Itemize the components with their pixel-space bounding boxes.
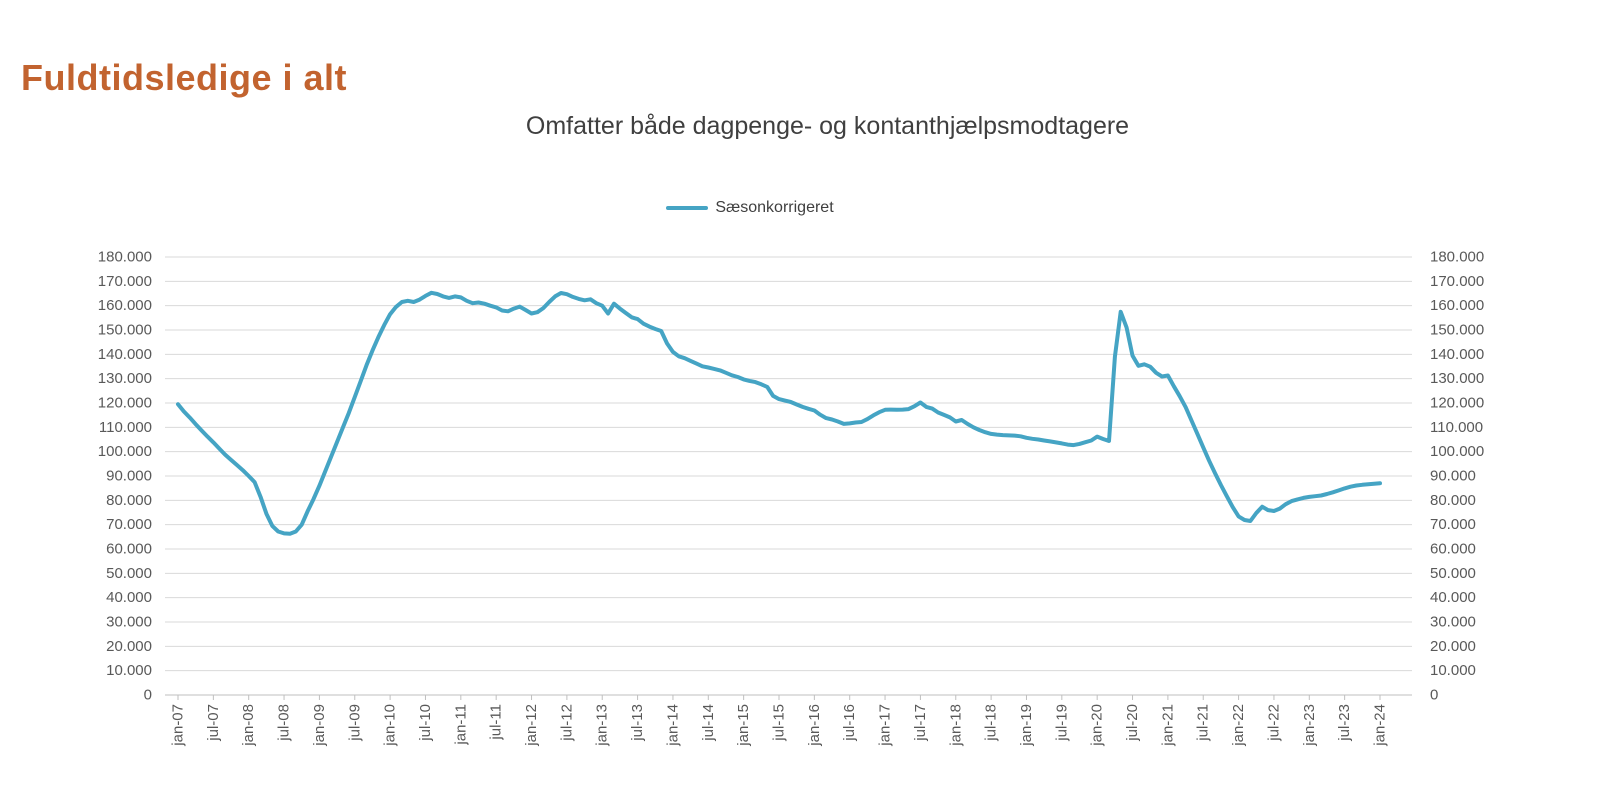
x-axis-label: jan-20 (1089, 704, 1106, 747)
series-line-saesonkorrigeret[interactable] (176, 290, 1382, 536)
y-axis-label-left: 60.000 (106, 541, 152, 558)
y-axis-label-right: 0 (1430, 687, 1438, 704)
y-axis-label-right: 90.000 (1430, 468, 1476, 485)
chart-subtitle: Omfatter både dagpenge- og kontanthjælps… (525, 112, 1130, 140)
y-axis-label-left: 10.000 (106, 662, 152, 679)
y-axis-label-left: 180.000 (98, 249, 152, 266)
y-axis-label-left: 90.000 (106, 468, 152, 485)
y-axis-label-left: 170.000 (98, 273, 152, 290)
x-axis-label: jul-22 (1265, 704, 1282, 742)
y-axis-label-left: 70.000 (106, 516, 152, 533)
x-axis-label: jan-22 (1230, 704, 1247, 747)
y-axis-label-left: 150.000 (98, 322, 152, 339)
chart-legend[interactable]: Sæsonkorrigeret (165, 199, 1335, 217)
x-axis-label: jul-23 (1336, 704, 1353, 742)
x-axis-label: jul-10 (417, 704, 434, 742)
x-axis-label: jul-16 (841, 704, 858, 742)
y-axis-label-left: 20.000 (106, 638, 152, 655)
x-axis-label: jul-13 (629, 704, 646, 742)
y-axis-label-right: 100.000 (1430, 443, 1484, 460)
x-axis-label: jan-08 (240, 704, 257, 747)
x-axis-label: jan-16 (806, 704, 823, 747)
y-axis-label-right: 180.000 (1430, 249, 1484, 266)
y-axis-label-left: 140.000 (98, 346, 152, 363)
x-axis-label: jul-15 (771, 704, 788, 742)
y-axis-label-right: 80.000 (1430, 492, 1476, 509)
y-axis-label-right: 160.000 (1430, 297, 1484, 314)
x-axis-label: jan-21 (1159, 704, 1176, 747)
x-axis-label: jan-17 (877, 704, 894, 747)
y-axis-label-right: 110.000 (1430, 419, 1483, 436)
y-axis-label-left: 120.000 (98, 395, 152, 412)
x-axis-label: jul-17 (912, 704, 929, 742)
x-axis-label: jan-09 (311, 704, 328, 747)
y-axis-label-left: 100.000 (98, 443, 152, 460)
x-axis-label: jul-12 (558, 704, 575, 742)
y-axis-label-right: 70.000 (1430, 516, 1476, 533)
x-axis-label: jan-13 (594, 704, 611, 747)
legend-label: Sæsonkorrigeret (715, 199, 834, 216)
y-axis-label-left: 0 (144, 687, 152, 704)
y-axis-label-right: 40.000 (1430, 589, 1476, 606)
x-axis-label: jan-18 (947, 704, 964, 747)
x-axis-label: jul-20 (1124, 704, 1141, 742)
y-axis-label-right: 10.000 (1430, 662, 1476, 679)
y-axis-label-right: 140.000 (1430, 346, 1484, 363)
page-title: Fuldtidsledige i alt (21, 57, 348, 99)
y-axis-label-left: 50.000 (106, 565, 152, 582)
x-axis-label: jul-19 (1053, 704, 1070, 742)
x-axis-label: jul-18 (983, 704, 1000, 742)
y-axis-label-right: 170.000 (1430, 273, 1484, 290)
x-axis-label: jul-09 (346, 704, 363, 742)
x-axis-label: jan-15 (735, 704, 752, 747)
y-axis-label-right: 30.000 (1430, 614, 1476, 631)
x-axis-label: jan-07 (170, 704, 187, 747)
x-axis-label: jan-14 (664, 704, 681, 747)
x-axis-label: jan-24 (1372, 704, 1389, 747)
y-axis-label-left: 40.000 (106, 589, 152, 606)
x-axis-label: jul-11 (488, 704, 505, 741)
y-axis-label-left: 110.000 (99, 419, 152, 436)
x-axis-label: jan-11 (452, 704, 469, 746)
y-axis-label-left: 160.000 (98, 297, 152, 314)
y-axis-label-right: 150.000 (1430, 322, 1484, 339)
y-axis-label-right: 50.000 (1430, 565, 1476, 582)
x-axis-label: jan-23 (1301, 704, 1318, 747)
x-axis-label: jul-21 (1195, 704, 1212, 742)
x-axis-label: jan-10 (382, 704, 399, 747)
y-axis-label-left: 130.000 (98, 370, 152, 387)
y-axis-label-left: 30.000 (106, 614, 152, 631)
legend-line-swatch (666, 206, 709, 210)
y-axis-label-right: 20.000 (1430, 638, 1476, 655)
y-axis-label-right: 130.000 (1430, 370, 1484, 387)
y-axis-label-left: 80.000 (106, 492, 152, 509)
y-axis-label-right: 120.000 (1430, 395, 1484, 412)
x-axis-label: jul-08 (276, 704, 293, 742)
x-axis-label: jan-12 (523, 704, 540, 747)
x-axis-label: jan-19 (1018, 704, 1035, 747)
y-axis-label-right: 60.000 (1430, 541, 1476, 558)
x-axis-label: jul-14 (700, 704, 717, 742)
x-axis-label: jul-07 (205, 704, 222, 742)
